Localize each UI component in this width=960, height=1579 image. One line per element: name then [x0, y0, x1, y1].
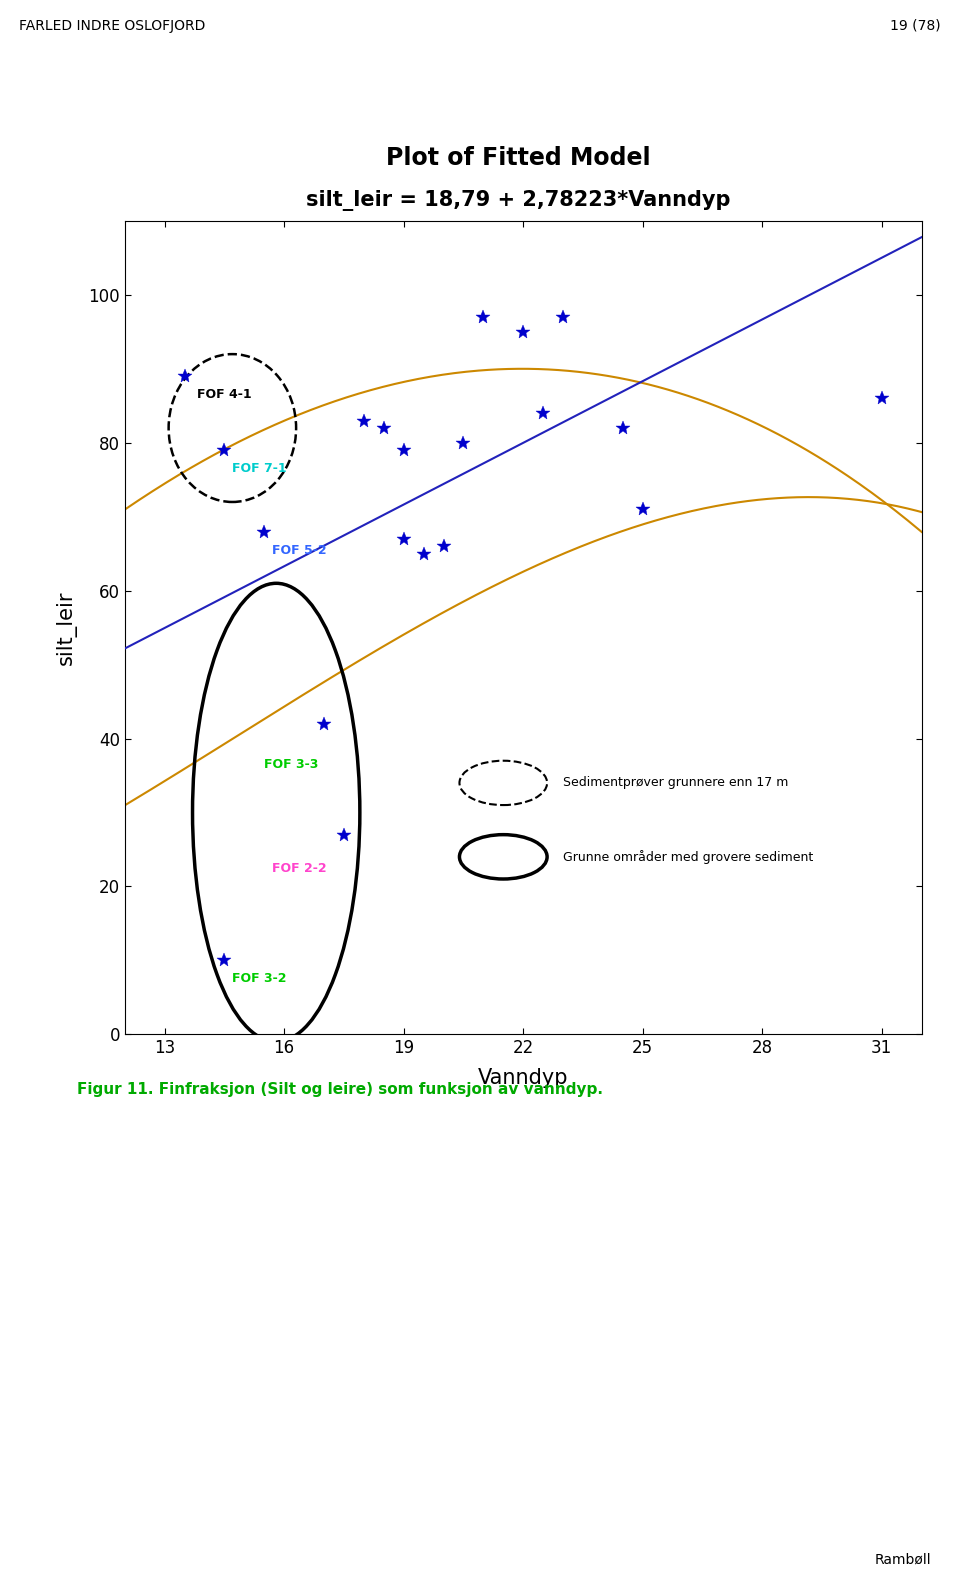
- Text: 19 (78): 19 (78): [890, 19, 941, 33]
- Text: FOF 3-3: FOF 3-3: [264, 758, 319, 771]
- Text: Rambøll: Rambøll: [875, 1552, 931, 1566]
- Text: FOF 3-2: FOF 3-2: [232, 973, 287, 985]
- Text: Sedimentprøver grunnere enn 17 m: Sedimentprøver grunnere enn 17 m: [563, 777, 788, 790]
- Text: Plot of Fitted Model: Plot of Fitted Model: [386, 145, 651, 171]
- Text: FOF 2-2: FOF 2-2: [273, 862, 326, 875]
- Text: FARLED INDRE OSLOFJORD: FARLED INDRE OSLOFJORD: [19, 19, 205, 33]
- Text: Figur 11. Finfraksjon (Silt og leire) som funksjon av vanndyp.: Figur 11. Finfraksjon (Silt og leire) so…: [77, 1082, 603, 1096]
- Text: FOF 7-1: FOF 7-1: [232, 463, 287, 475]
- Text: Grunne områder med grovere sediment: Grunne områder med grovere sediment: [563, 850, 813, 864]
- Text: FOF 4-1: FOF 4-1: [197, 388, 252, 401]
- Y-axis label: silt_leir: silt_leir: [57, 591, 77, 665]
- Text: silt_leir = 18,79 + 2,78223*Vanndyp: silt_leir = 18,79 + 2,78223*Vanndyp: [306, 189, 731, 212]
- X-axis label: Vanndyp: Vanndyp: [478, 1069, 568, 1088]
- Text: FOF 5-2: FOF 5-2: [273, 543, 326, 557]
